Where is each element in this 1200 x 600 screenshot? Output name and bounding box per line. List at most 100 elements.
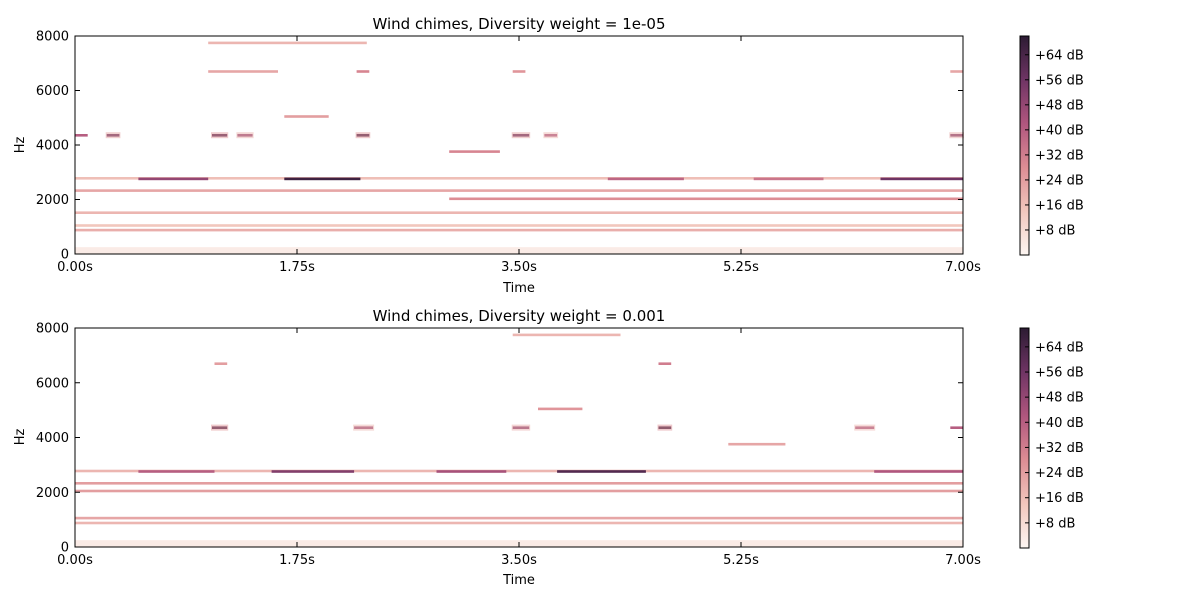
spectral-tone bbox=[75, 189, 963, 192]
spectral-tone bbox=[75, 521, 963, 525]
spectral-tone-halo bbox=[949, 132, 964, 139]
colorbar-label: +48 dB bbox=[1035, 391, 1084, 406]
colorbar-label: +24 dB bbox=[1035, 466, 1084, 481]
x-tick-label: 5.25s bbox=[723, 553, 759, 568]
spectral-tone-halo bbox=[511, 424, 531, 431]
spectral-tone bbox=[356, 70, 370, 73]
spectral-tone bbox=[557, 470, 646, 473]
spectral-tone bbox=[138, 470, 215, 473]
spectrogram-panel-bottom: 0.00s 1.75s 3.50s 5.25s 7.00s 0 2000 4000 6000 80… bbox=[13, 307, 1084, 588]
x-axis-label: Time bbox=[502, 573, 535, 588]
y-tick-label: 4000 bbox=[36, 431, 69, 446]
colorbar-label: +8 dB bbox=[1035, 223, 1075, 238]
spectral-tone bbox=[658, 362, 672, 365]
spectral-tone bbox=[874, 470, 963, 473]
x-tick-label: 5.25s bbox=[723, 260, 759, 275]
colorbar-label: +40 dB bbox=[1035, 123, 1084, 138]
spectral-tone bbox=[512, 333, 621, 337]
colorbar-bar bbox=[1019, 35, 1030, 256]
colorbar-label: +64 dB bbox=[1035, 340, 1084, 355]
spectral-tone bbox=[284, 115, 329, 118]
spectral-tone bbox=[208, 70, 278, 73]
x-axis-label: Time bbox=[502, 281, 535, 296]
spectral-tone bbox=[436, 470, 507, 473]
y-axis-label: Hz bbox=[13, 429, 28, 446]
colorbar-label: +56 dB bbox=[1035, 73, 1084, 88]
spectral-tone bbox=[208, 41, 367, 45]
x-tick-label: 0.00s bbox=[57, 553, 93, 568]
axis-ticks: 0.00s 1.75s 3.50s 5.25s 7.00s 0 2000 4000 6000 80… bbox=[36, 30, 981, 276]
spectral-tone bbox=[753, 177, 824, 181]
colorbar-label: +24 dB bbox=[1035, 173, 1084, 188]
plot-area-background bbox=[75, 328, 963, 547]
chart-title: Wind chimes, Diversity weight = 0.001 bbox=[373, 307, 666, 325]
spectral-tone-halo bbox=[355, 132, 371, 139]
y-axis-label: Hz bbox=[13, 137, 28, 154]
spectral-tone bbox=[75, 489, 963, 493]
spectral-tone-halo bbox=[543, 132, 559, 139]
spectral-tone bbox=[728, 442, 786, 446]
spectral-tone bbox=[214, 362, 228, 365]
x-tick-label: 3.50s bbox=[501, 553, 537, 568]
colorbar-label: +56 dB bbox=[1035, 366, 1084, 381]
spectral-tone bbox=[75, 224, 963, 227]
colorbar-label: +16 dB bbox=[1035, 198, 1084, 213]
x-tick-label: 1.75s bbox=[279, 260, 315, 275]
colorbar-label: +16 dB bbox=[1035, 491, 1084, 506]
spectral-tone-halo bbox=[105, 132, 121, 139]
spectral-tone bbox=[449, 150, 500, 153]
spectral-tone bbox=[75, 177, 963, 180]
x-tick-label: 7.00s bbox=[945, 553, 981, 568]
spectral-tone-halo bbox=[353, 424, 375, 431]
y-tick-label: 8000 bbox=[36, 30, 69, 45]
y-tick-label: 0 bbox=[61, 541, 69, 556]
spectral-tone-halo bbox=[211, 132, 229, 139]
y-tick-label: 6000 bbox=[36, 84, 69, 99]
spectral-tone bbox=[271, 470, 355, 473]
spectral-tone bbox=[880, 177, 963, 181]
spectral-tone bbox=[449, 197, 963, 201]
colorbar: +8 dB +16 dB +24 dB +32 dB +40 dB +48 dB +56 d… bbox=[1019, 35, 1084, 256]
spectral-tone-halo bbox=[854, 424, 876, 431]
spectral-tone bbox=[75, 469, 963, 473]
colorbar-label: +8 dB bbox=[1035, 516, 1075, 531]
spectral-tone bbox=[607, 177, 684, 181]
spectral-tone bbox=[75, 211, 963, 214]
y-tick-label: 2000 bbox=[36, 193, 69, 208]
colorbar-bar bbox=[1019, 327, 1030, 549]
x-tick-label: 0.00s bbox=[57, 260, 93, 275]
spectral-tone bbox=[950, 70, 963, 73]
chart-title: Wind chimes, Diversity weight = 1e-05 bbox=[372, 15, 665, 33]
y-tick-label: 6000 bbox=[36, 376, 69, 391]
spectrogram-panel-top: 0.00s 1.75s 3.50s 5.25s 7.00s 0 2000 4000 6000 80… bbox=[13, 15, 1084, 296]
y-tick-label: 8000 bbox=[36, 322, 69, 337]
spectral-tone bbox=[950, 426, 963, 429]
y-tick-label: 0 bbox=[61, 248, 69, 263]
plot-area-background bbox=[75, 36, 963, 254]
colorbar: +8 dB +16 dB +24 dB +32 dB +40 dB +48 dB +56 d… bbox=[1019, 327, 1084, 549]
colorbar-label: +48 dB bbox=[1035, 98, 1084, 113]
x-tick-label: 3.50s bbox=[501, 260, 537, 275]
spectral-tone bbox=[75, 134, 88, 137]
spectral-tone-halo bbox=[211, 424, 229, 431]
y-tick-label: 2000 bbox=[36, 486, 69, 501]
spectral-tone bbox=[138, 177, 209, 181]
spectral-tone bbox=[512, 70, 526, 73]
spectral-tone-halo bbox=[511, 132, 531, 139]
axis-ticks: 0.00s 1.75s 3.50s 5.25s 7.00s 0 2000 4000 6000 80… bbox=[36, 322, 981, 569]
y-tick-label: 4000 bbox=[36, 139, 69, 154]
spectral-tone-halo bbox=[657, 424, 673, 431]
spectral-tone bbox=[538, 407, 583, 411]
spectral-tone-halo bbox=[236, 132, 254, 139]
colorbar-label: +40 dB bbox=[1035, 416, 1084, 431]
spectral-tone bbox=[284, 177, 361, 181]
spectral-tone bbox=[75, 482, 963, 485]
x-tick-label: 7.00s bbox=[945, 260, 981, 275]
spectral-tone bbox=[75, 516, 963, 520]
spectral-tone bbox=[75, 228, 963, 232]
colorbar-label: +32 dB bbox=[1035, 441, 1084, 456]
colorbar-label: +64 dB bbox=[1035, 48, 1084, 63]
colorbar-label: +32 dB bbox=[1035, 148, 1084, 163]
